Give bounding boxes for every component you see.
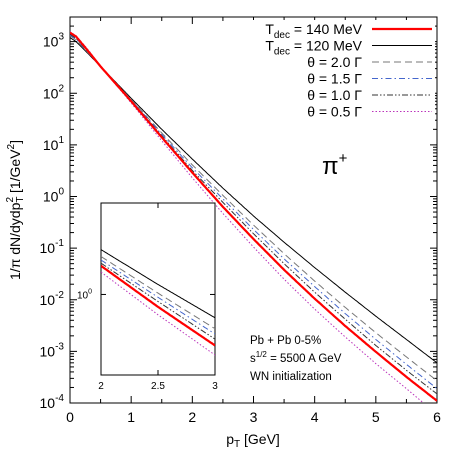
x-tick-label: 4 — [311, 409, 319, 425]
inset-x-tick-label: 2 — [98, 381, 104, 392]
legend-label-2: θ = 2.0 Γ — [307, 54, 362, 70]
legend-label-0: Tdec = 140 MeV — [265, 21, 362, 41]
y-tick-label: 10-4 — [40, 393, 65, 411]
series-line-1 — [70, 37, 437, 364]
main-series-lines — [70, 31, 437, 403]
y-tick-label: 103 — [43, 32, 65, 50]
x-tick-label: 1 — [127, 409, 135, 425]
inset-frame — [100, 202, 216, 376]
series-line-3 — [70, 34, 437, 389]
series-line-0 — [70, 31, 437, 402]
x-tick-labels: 0 1 2 3 4 5 6 — [66, 409, 441, 425]
inset-axis-ticks — [100, 203, 216, 375]
x-tick-label: 6 — [433, 409, 441, 425]
inset-series-line-0 — [101, 264, 215, 347]
inset-tick-labels: 2 2.5 3 100 — [77, 288, 218, 392]
particle-label: π+ — [322, 150, 348, 180]
inset-series-line-3 — [101, 259, 215, 335]
x-tick-label: 2 — [188, 409, 196, 425]
y-tick-label: 10-1 — [40, 238, 65, 256]
y-tick-label: 100 — [43, 187, 65, 205]
series-line-2 — [70, 35, 437, 382]
y-axis-label: 1/π dN/dydpT2 [1/GeV2] — [5, 140, 26, 280]
legend-label-5: θ = 0.5 Γ — [307, 104, 362, 120]
x-tick-label: 5 — [372, 409, 380, 425]
x-axis-label: pT [GeV] — [226, 431, 280, 450]
legend-background — [240, 20, 435, 124]
y-tick-label: 102 — [43, 83, 65, 101]
inset-series-line-1 — [101, 249, 215, 319]
inset-series-line-5 — [101, 271, 215, 356]
legend-label-3: θ = 1.5 Γ — [307, 71, 362, 87]
y-tick-label: 10-3 — [40, 341, 65, 359]
y-tick-label: 101 — [43, 135, 65, 153]
inset-x-tick-label: 3 — [212, 381, 218, 392]
inset-series-line-2 — [101, 256, 215, 330]
series-line-5 — [70, 31, 425, 403]
annotation-system: Pb + Pb 0-5% — [250, 335, 321, 347]
y-tick-label: 10-2 — [40, 290, 65, 308]
inset-series-lines — [101, 249, 215, 356]
inset-x-tick-label: 2.5 — [151, 381, 165, 392]
annotation-initialization: WN initialization — [250, 371, 332, 383]
y-tick-labels: 103 102 101 100 10-1 10-2 10-3 10-4 — [40, 32, 65, 411]
legend-label-1: Tdec = 120 MeV — [265, 38, 362, 58]
x-tick-label: 3 — [250, 409, 258, 425]
annotation-energy: s1/2 = 5500 A GeV — [250, 350, 342, 365]
inset-y-tick-label: 100 — [77, 288, 92, 301]
inset-series-line-4 — [101, 262, 215, 340]
legend-label-4: θ = 1.0 Γ — [307, 87, 362, 103]
x-tick-label: 0 — [66, 409, 74, 425]
